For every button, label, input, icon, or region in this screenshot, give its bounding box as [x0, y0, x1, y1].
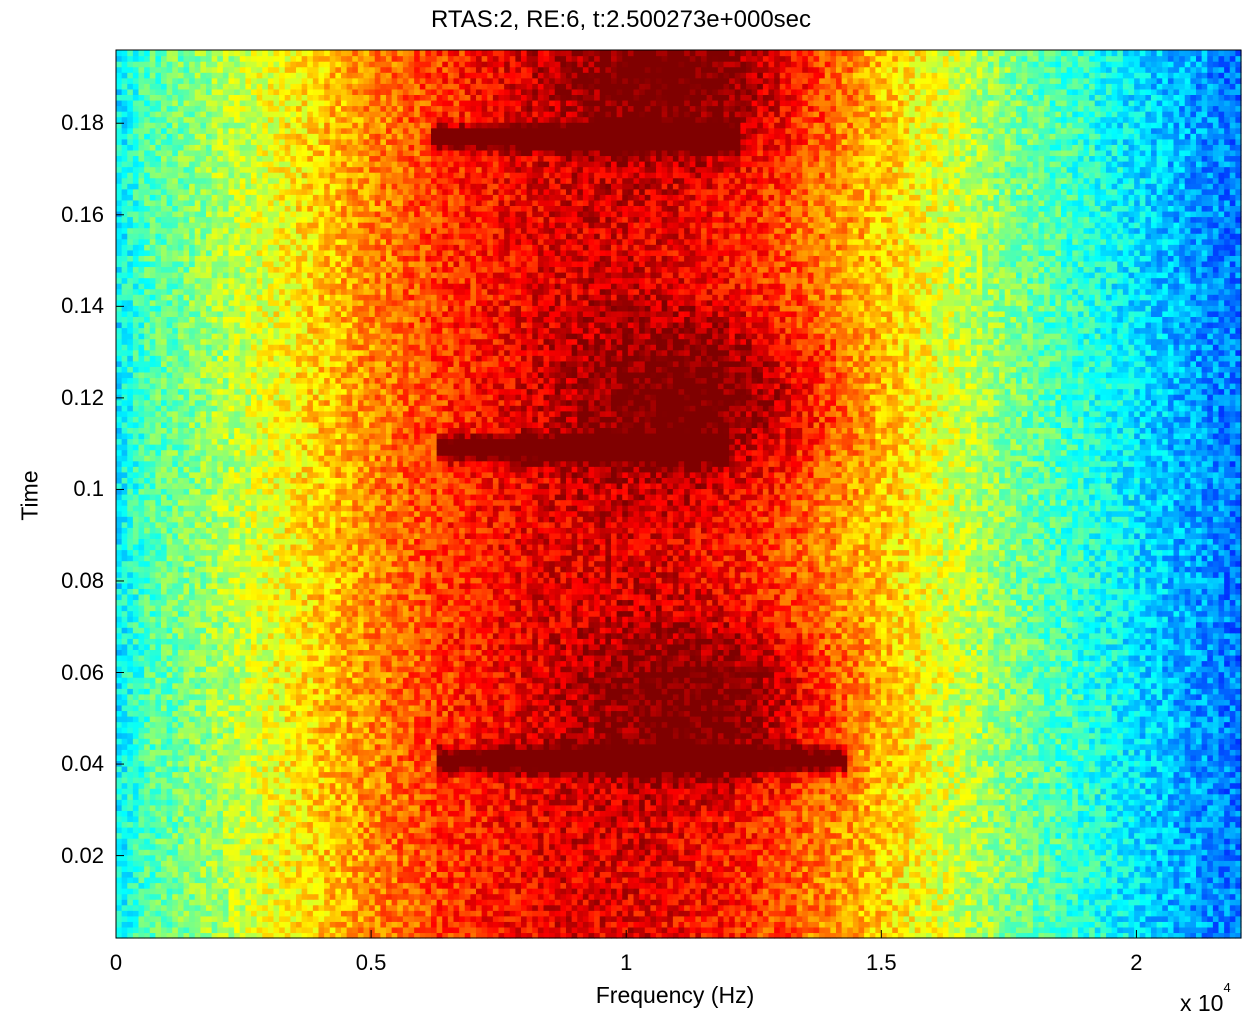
y-tick-label: 0.14 [30, 293, 104, 319]
x-multiplier-base: x 10 [1180, 990, 1223, 1016]
y-tick-label: 0.02 [30, 843, 104, 869]
y-tick-label: 0.08 [30, 568, 104, 594]
x-axis-label: Frequency (Hz) [560, 982, 790, 1009]
y-tick-label: 0.04 [30, 751, 104, 777]
x-tick-label: 0 [86, 950, 146, 976]
x-multiplier-exponent: 4 [1223, 980, 1230, 995]
y-tick-label: 0.18 [30, 110, 104, 136]
y-tick-label: 0.16 [30, 202, 104, 228]
y-tick-label: 0.12 [30, 385, 104, 411]
x-tick-label: 2 [1106, 950, 1166, 976]
y-tick-label: 0.06 [30, 660, 104, 686]
x-tick-label: 0.5 [341, 950, 401, 976]
x-tick-label: 1.5 [851, 950, 911, 976]
x-tick-label: 1 [596, 950, 656, 976]
spectrogram-cells [116, 50, 1242, 939]
y-axis-label: Time [17, 456, 44, 536]
x-axis-multiplier: x 104 [1180, 990, 1231, 1017]
